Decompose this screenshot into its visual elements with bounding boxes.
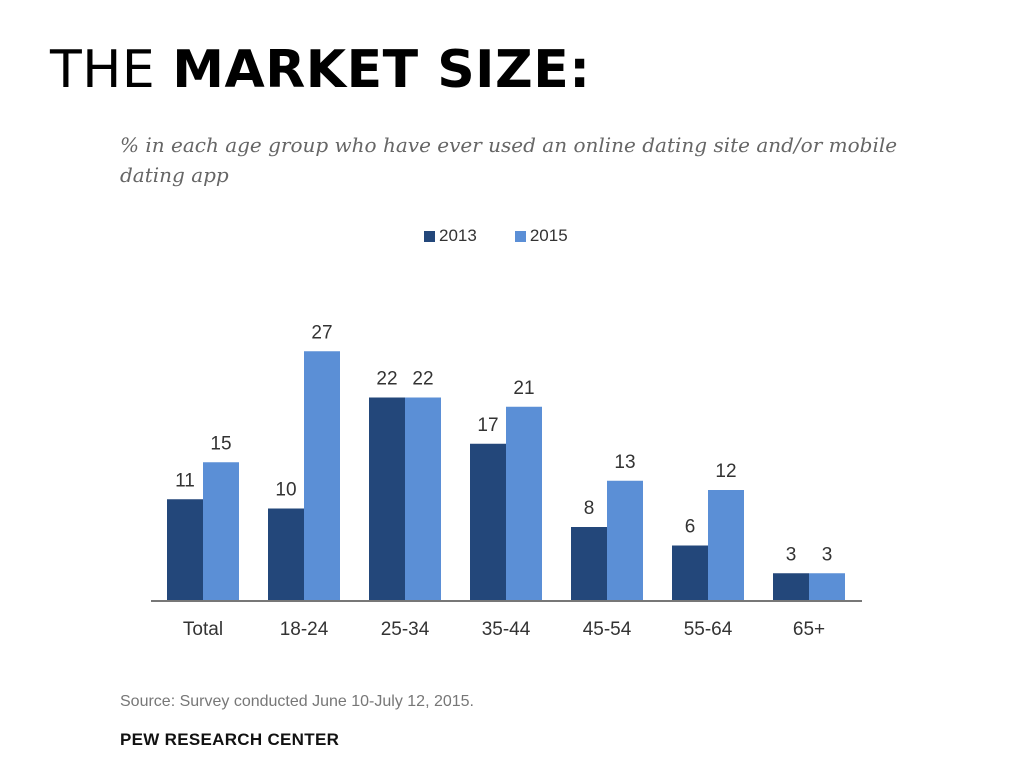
bar-2015-Total <box>203 462 239 601</box>
data-label-2015-55-64: 12 <box>715 461 736 482</box>
data-label-2013-18-24: 10 <box>275 480 296 501</box>
data-label-2013-65+: 3 <box>786 544 797 565</box>
slide-title-main: MARKET SIZE: <box>172 40 591 100</box>
bar-2013-Total <box>167 499 203 601</box>
legend-swatch-2015 <box>514 230 526 242</box>
source-note: Source: Survey conducted June 10-July 12… <box>120 693 474 710</box>
x-tick-label-45-54: 45-54 <box>583 619 632 640</box>
x-tick-label-55-64: 55-64 <box>684 619 733 640</box>
bar-2013-35-44 <box>470 443 506 601</box>
data-label-2015-18-24: 27 <box>311 322 332 343</box>
legend-item-2015: 2015 <box>514 226 568 246</box>
bar-2015-55-64 <box>708 490 744 601</box>
x-tick-label-18-24: 18-24 <box>280 619 329 640</box>
bar-2015-65+ <box>809 573 845 601</box>
data-label-2013-35-44: 17 <box>477 415 498 436</box>
data-label-2013-55-64: 6 <box>685 517 696 538</box>
slide-title: THE MARKET SIZE: <box>50 38 591 102</box>
x-tick-label-35-44: 35-44 <box>482 619 531 640</box>
data-label-2015-35-44: 21 <box>513 378 534 399</box>
legend-swatch-2013 <box>424 230 435 242</box>
chart-legend: 2013 2015 <box>424 226 606 246</box>
bar-2015-25-34 <box>405 397 441 601</box>
slide-title-prefix: THE <box>50 40 156 100</box>
chart-subtitle: % in each age group who have ever used a… <box>120 133 898 187</box>
bar-2013-45-54 <box>571 527 607 601</box>
data-label-2015-25-34: 22 <box>412 369 433 390</box>
data-label-2015-Total: 15 <box>210 433 231 454</box>
bar-2015-45-54 <box>607 480 643 601</box>
bar-2015-18-24 <box>304 351 340 601</box>
data-label-2013-45-54: 8 <box>584 498 595 519</box>
x-tick-label-65+: 65+ <box>793 619 825 640</box>
bar-2013-65+ <box>773 573 809 601</box>
data-label-2015-65+: 3 <box>822 544 833 565</box>
legend-label-2015: 2015 <box>529 226 568 245</box>
bar-2013-55-64 <box>672 545 708 601</box>
legend-item-2013: 2013 <box>424 226 477 246</box>
x-tick-label-Total: Total <box>183 619 223 640</box>
bar-2013-25-34 <box>369 397 405 601</box>
bar-2013-18-24 <box>268 508 304 601</box>
legend-label-2013: 2013 <box>439 226 477 245</box>
data-label-2013-Total: 11 <box>175 470 195 491</box>
data-label-2015-45-54: 13 <box>614 452 635 473</box>
bar-2015-35-44 <box>506 406 542 601</box>
x-tick-label-25-34: 25-34 <box>381 619 430 640</box>
brand-name: PEW RESEARCH CENTER <box>120 730 340 749</box>
data-label-2013-25-34: 22 <box>376 369 397 390</box>
